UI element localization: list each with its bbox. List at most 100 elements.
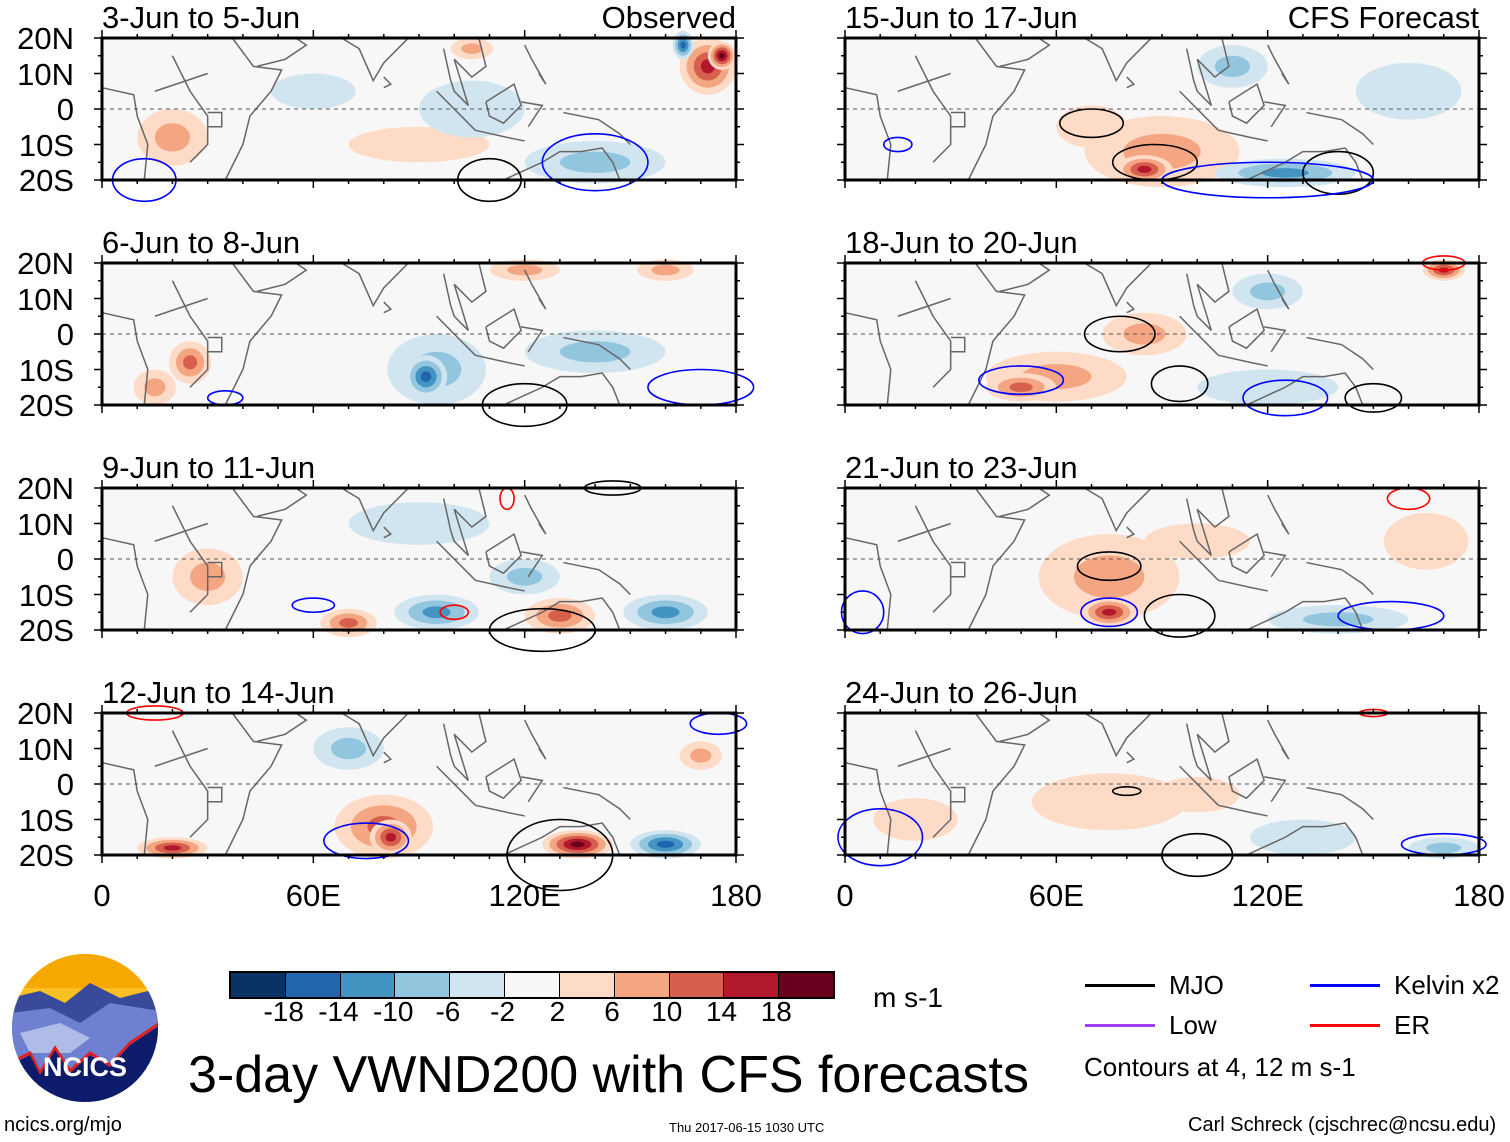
anomaly-shading [559, 341, 631, 363]
anomaly-shading [330, 737, 367, 760]
coastline [914, 730, 952, 838]
coastline [1306, 336, 1374, 371]
coastline [256, 712, 308, 743]
coastline [101, 86, 149, 181]
legend-note: Contours at 4, 12 m s-1 [1084, 1052, 1356, 1082]
panel-title: 6-Jun to 8-Jun [102, 225, 301, 260]
coastline [521, 101, 544, 128]
coastline [171, 505, 209, 613]
coastline [1306, 786, 1374, 821]
mjo-contour [1302, 150, 1375, 195]
mjo-contour [1143, 593, 1216, 638]
coastline [844, 536, 892, 631]
coastline [1264, 776, 1287, 803]
anomaly-shading [570, 841, 585, 848]
colorbar-level-label: 6 [604, 996, 620, 1027]
mjo-contour [1150, 365, 1209, 403]
anomaly-shading [719, 52, 725, 59]
coastline [475, 354, 525, 367]
legend-label: Kelvin x2 [1394, 970, 1500, 1000]
anomaly-shading [144, 378, 166, 397]
footer-url[interactable]: ncics.org/mjo [4, 1114, 122, 1136]
legend-item: MJO [1085, 970, 1224, 1001]
lat-tick-label: 20S [18, 163, 74, 198]
coastline [521, 551, 544, 578]
coastline [442, 487, 487, 556]
anomaly-shading [1302, 612, 1374, 627]
ncics-logo: NCICS [10, 953, 160, 1103]
coastline [341, 487, 409, 533]
column-label: Observed [601, 0, 736, 35]
colorbar-swatch [504, 973, 559, 997]
coastline [1264, 326, 1287, 353]
lat-tick-label: 20N [17, 471, 74, 506]
panel-title: 9-Jun to 11-Jun [102, 450, 316, 485]
legend-item: ER [1310, 1010, 1430, 1041]
coastline [1185, 712, 1230, 781]
coastline [1218, 354, 1268, 367]
anomaly-shading [1009, 382, 1033, 392]
anomaly-shading [656, 840, 675, 848]
coastline [1266, 719, 1290, 760]
legend: MJO Kelvin x2 Low ER [1085, 970, 1505, 1060]
legend-item: Kelvin x2 [1310, 970, 1500, 1001]
coastline [207, 786, 223, 803]
coastline [171, 55, 209, 163]
coastline [967, 487, 1026, 631]
anomaly-shading [690, 748, 712, 763]
lat-tick-label: 10S [18, 802, 74, 838]
coastline [154, 747, 208, 767]
anomaly-shading [422, 606, 451, 619]
colorbar-level-label: -18 [263, 996, 304, 1027]
legend-line-swatch [1085, 1024, 1155, 1027]
coastline [950, 786, 966, 803]
panel-title: 12-Jun to 14-Jun [102, 675, 335, 710]
coastline [1306, 561, 1374, 596]
coastline [224, 37, 283, 181]
coastline [999, 487, 1051, 518]
coastline [1084, 37, 1152, 83]
panel-title: 15-Jun to 17-Jun [845, 0, 1078, 35]
coastline [475, 129, 525, 142]
lon-tick-label: 120E [1231, 878, 1304, 913]
map-panel [94, 480, 744, 653]
coastline [914, 55, 952, 163]
coastline [523, 44, 547, 85]
anomaly-shading [1197, 369, 1339, 405]
colorbar-swatch [449, 973, 505, 997]
coastline [256, 487, 308, 518]
coastline [563, 786, 631, 821]
lon-tick-label: 0 [836, 878, 854, 913]
map-panel [837, 255, 1487, 417]
coastline [383, 76, 393, 89]
kelvin-contour [291, 597, 336, 614]
anomaly-shading [1261, 168, 1309, 178]
lat-tick-label: 20S [18, 613, 74, 648]
coastline [171, 730, 209, 838]
mjo-contour [1344, 382, 1403, 413]
coastline [897, 522, 951, 542]
map-panel [837, 30, 1487, 199]
coastline [967, 37, 1026, 181]
legend-label: Low [1169, 1010, 1217, 1040]
panel-title: 21-Jun to 23-Jun [845, 450, 1078, 485]
colorbar-level-label: -14 [318, 996, 359, 1027]
coastline [207, 336, 223, 353]
coastline [844, 761, 892, 856]
coastline [503, 822, 621, 856]
panel-title: 18-Jun to 20-Jun [845, 225, 1078, 260]
coastline [1185, 37, 1230, 106]
anomaly-shading [651, 264, 680, 276]
coastline [101, 311, 149, 406]
coastline [485, 533, 523, 575]
coastline [523, 719, 547, 760]
legend-item: Low [1085, 1010, 1217, 1041]
panel-title: 3-Jun to 5-Jun [102, 0, 301, 35]
colorbar-level-label: 2 [549, 996, 566, 1027]
lat-tick-label: 10N [17, 281, 74, 317]
coastline [1126, 76, 1136, 89]
lat-tick-label: 0 [56, 317, 74, 352]
lat-tick-label: 20N [17, 696, 74, 731]
legend-line-swatch [1310, 984, 1380, 987]
lat-tick-label: 0 [56, 92, 74, 127]
